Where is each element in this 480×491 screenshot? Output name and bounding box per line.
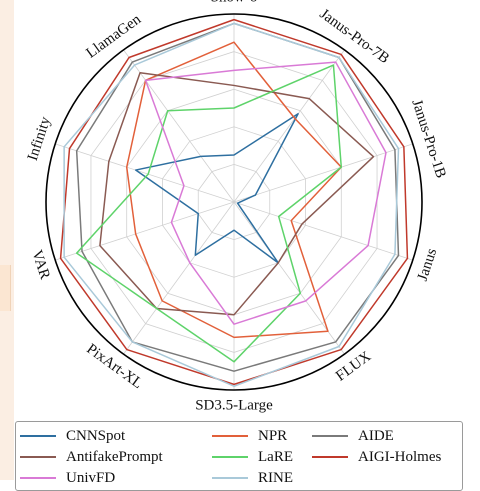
series-line-aide [75, 22, 400, 372]
legend-swatch [212, 477, 248, 479]
grid-spoke [233, 201, 345, 355]
legend-label: NPR [258, 427, 288, 444]
grid-spoke [233, 143, 413, 203]
left-edge-strip [0, 0, 14, 480]
series-line-univfd [144, 61, 387, 325]
axis-label: SD3.5-Large [195, 397, 273, 413]
legend-label: LaRE [258, 448, 293, 465]
axis-label: Infinity [25, 114, 54, 162]
legend-swatch [212, 435, 248, 437]
legend-item-rine: RINE [212, 468, 293, 488]
series-line-cnnspot [134, 113, 299, 264]
grid-spoke [55, 143, 235, 203]
outer-ring [45, 13, 423, 391]
series-line-npr [125, 41, 343, 339]
legend-item-npr: NPR [212, 426, 287, 446]
legend-label: AIGI-Holmes [358, 448, 442, 465]
legend-swatch [212, 456, 248, 458]
axis-label: Show-o [211, 0, 258, 5]
axis-label: Janus-Pro-1B [408, 98, 448, 181]
grid-spoke [233, 49, 345, 203]
grid-spoke [233, 201, 413, 261]
axis-label: PixArt-XL [83, 341, 145, 392]
edge-tab [0, 265, 11, 311]
grid-spoke [55, 201, 235, 261]
series-line-antifakeprompt [99, 71, 375, 316]
legend-swatch [312, 435, 348, 437]
axis-label: VAR [28, 248, 52, 281]
legend-swatch [20, 456, 56, 458]
legend-item-univfd: UnivFD [20, 468, 115, 488]
legend-swatch [312, 456, 348, 458]
legend-item-cnnspot: CNNSpot [20, 426, 125, 446]
legend-item-aide: AIDE [312, 426, 394, 446]
legend-label: UnivFD [66, 469, 116, 486]
legend-label: AIDE [358, 427, 394, 444]
series-line-rine [63, 22, 400, 387]
legend-label: AntifakePrompt [66, 448, 163, 465]
legend-swatch [20, 435, 56, 437]
legend-item-aigi-holmes: AIGI-Holmes [312, 447, 441, 467]
axis-label: Janus [415, 246, 441, 283]
axis-label: FLUX [333, 348, 374, 384]
legend-label: CNNSpot [66, 427, 126, 444]
legend-item-antifakeprompt: AntifakePrompt [20, 447, 163, 467]
series-line-lare [75, 64, 343, 363]
axis-label: LlamaGen [83, 11, 144, 61]
legend-item-lare: LaRE [212, 447, 293, 467]
legend-label: RINE [258, 469, 293, 486]
legend: CNNSpot NPR AIDE AntifakePrompt LaRE AIG… [15, 421, 463, 491]
grid-spoke [123, 49, 235, 203]
grid-spoke [123, 201, 235, 355]
radar-chart: Show-oJanus-Pro-7BJanus-Pro-1BJanusFLUXS… [25, 0, 449, 413]
legend-swatch [20, 477, 56, 479]
